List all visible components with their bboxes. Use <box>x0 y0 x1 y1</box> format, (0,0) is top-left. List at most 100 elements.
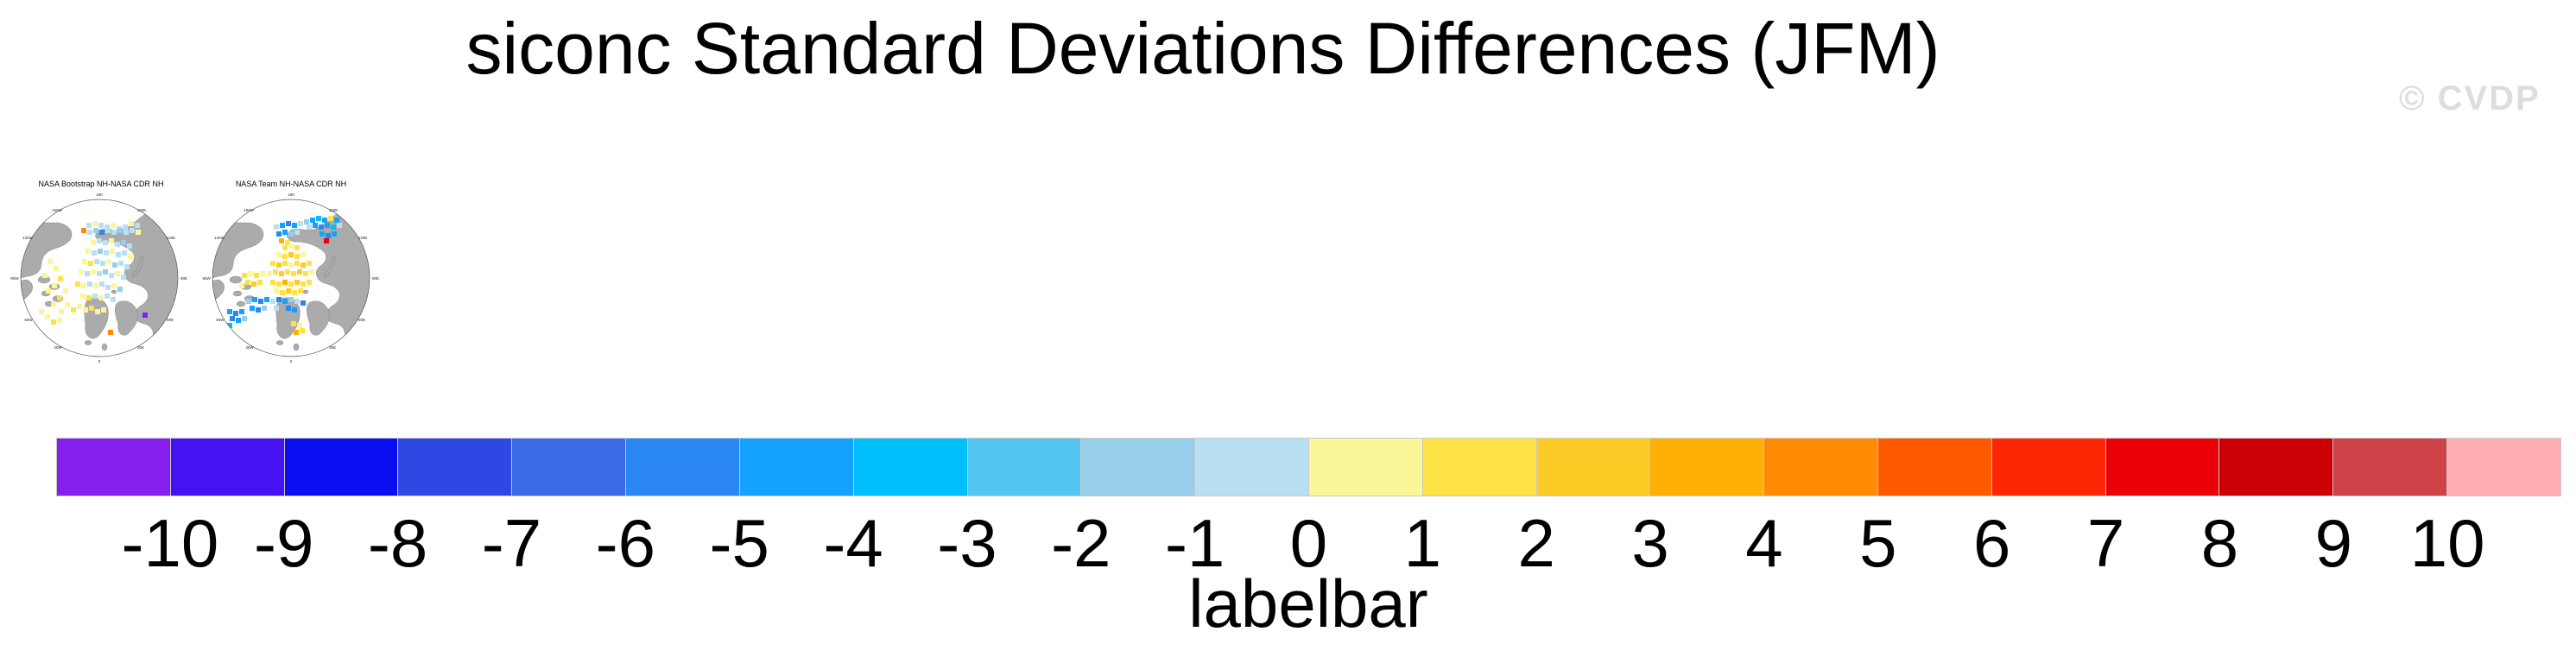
map-grid-cell <box>250 306 255 311</box>
labelbar-color-box <box>1307 438 1423 496</box>
map-grid-cell <box>310 218 315 223</box>
map-grid-cell <box>307 280 312 285</box>
page-title: siconc Standard Deviations Differences (… <box>465 8 1940 89</box>
map-grid-cell <box>227 309 232 314</box>
map-grid-cell <box>111 283 117 288</box>
map-grid-cell <box>267 271 272 276</box>
labelbar-tick-label: -6 <box>595 505 655 581</box>
map-grid-cell <box>57 295 62 300</box>
labelbar-tick-label: 8 <box>2200 505 2239 581</box>
map-grid-cell <box>294 230 300 235</box>
map-grid-cell <box>104 250 109 256</box>
map-grid-cell <box>54 266 59 271</box>
map-grid-cell <box>298 221 303 226</box>
labelbar-tick-label: 1 <box>1403 505 1442 581</box>
labelbar-color-box <box>966 438 1082 496</box>
labelbar-tick-label: -4 <box>823 505 883 581</box>
map-grid-cell <box>94 259 99 264</box>
map-grid-cell <box>294 245 300 250</box>
map-grid-cell <box>251 281 256 287</box>
map-grid-cell <box>97 238 102 243</box>
map-grid-cell <box>282 299 288 304</box>
map-grid-cell <box>276 262 282 268</box>
map-grid-cell <box>89 306 94 311</box>
labelbar-color-box <box>397 438 513 496</box>
map-grid-cell <box>301 262 306 268</box>
lon-label: 90W <box>10 276 19 281</box>
map-grid-cell <box>117 287 123 292</box>
map-grid-cell <box>303 271 308 276</box>
map-grid-cell <box>294 330 299 335</box>
map-grid-cell <box>127 243 132 249</box>
labelbar-tick-label: -7 <box>481 505 542 581</box>
map-grid-cell <box>108 330 113 335</box>
map-grid-cell <box>288 243 294 249</box>
map-grid-cell <box>93 283 98 288</box>
map-circle-outline <box>212 199 370 357</box>
polar-map-nasa-team: NASA Team NH-NASA CDR NH 180 150W 150E 1… <box>202 180 379 363</box>
map-grid-cell <box>105 285 111 290</box>
map-grid-cell <box>288 297 294 302</box>
labelbar-color-box <box>56 438 171 496</box>
map-grid-cell <box>104 224 110 230</box>
map-grid-cell <box>103 269 108 275</box>
map-grid-cell <box>291 321 296 326</box>
map-grid-cell <box>276 281 282 287</box>
map-grid-cell <box>111 230 117 235</box>
lon-label: 60W <box>24 318 33 322</box>
map-grid-cell <box>111 223 116 228</box>
map-grid-cell <box>282 254 288 259</box>
map-grid-cell <box>282 230 288 235</box>
map-grid-cell <box>98 223 104 228</box>
map-grid-cell <box>124 264 130 269</box>
map-grid-cell <box>103 240 108 245</box>
labelbar-tick-label: -8 <box>367 505 428 581</box>
map-grid-cell <box>320 231 325 237</box>
map-grid-cell <box>142 313 148 318</box>
map-grid-cell <box>82 259 87 264</box>
lon-label: 30E <box>329 345 336 350</box>
map-grid-cell <box>45 314 50 319</box>
lon-label: 90E <box>372 276 379 281</box>
map-grid-cell <box>80 294 85 299</box>
map-grid-cell <box>51 302 56 307</box>
map-grid-cell <box>294 254 300 259</box>
labelbar-color-box <box>2218 438 2334 496</box>
map-grid-cell <box>91 240 96 245</box>
map-grid-cell <box>294 261 300 266</box>
map-grid-cell <box>39 309 44 314</box>
map-grid-cell <box>292 290 297 295</box>
map-grid-cell <box>285 240 290 245</box>
labelbar-color-box <box>1080 438 1196 496</box>
labelbar-color-box <box>283 438 399 496</box>
map-grid-cell <box>274 306 279 311</box>
data-cells-layer <box>39 221 148 335</box>
map-grid-cell <box>282 245 288 250</box>
map-grid-cell <box>328 216 333 221</box>
map-grid-cell <box>280 290 285 295</box>
map-grid-cell <box>325 223 330 228</box>
map-grid-cell <box>104 294 110 299</box>
map-grid-cell <box>128 254 133 259</box>
map-grid-cell <box>239 283 244 288</box>
map-grid-cell <box>130 228 135 233</box>
map-grid-cell <box>332 231 337 237</box>
map-grid-cell <box>117 228 123 233</box>
labelbar-color-box <box>1194 438 1309 496</box>
map-grid-cell <box>59 309 64 314</box>
labelbar-tick-label: 2 <box>1517 505 1555 581</box>
map-grid-cell <box>129 221 134 226</box>
map-grid-cell <box>236 318 241 323</box>
labelbar-color-box <box>511 438 627 496</box>
map-grid-cell <box>86 223 92 228</box>
map-grid-cell <box>276 231 282 237</box>
labelbar-tick-label: 4 <box>1745 505 1783 581</box>
labelbar-color-box <box>1763 438 1878 496</box>
map-grid-cell <box>65 302 70 307</box>
labelbar-color-box <box>2332 438 2448 496</box>
labelbar-color-box <box>2446 438 2561 496</box>
map-grid-cell <box>85 249 91 254</box>
map-grid-cell <box>242 316 247 321</box>
labelbar-color-box <box>738 438 854 496</box>
map-grid-cell <box>254 273 259 278</box>
